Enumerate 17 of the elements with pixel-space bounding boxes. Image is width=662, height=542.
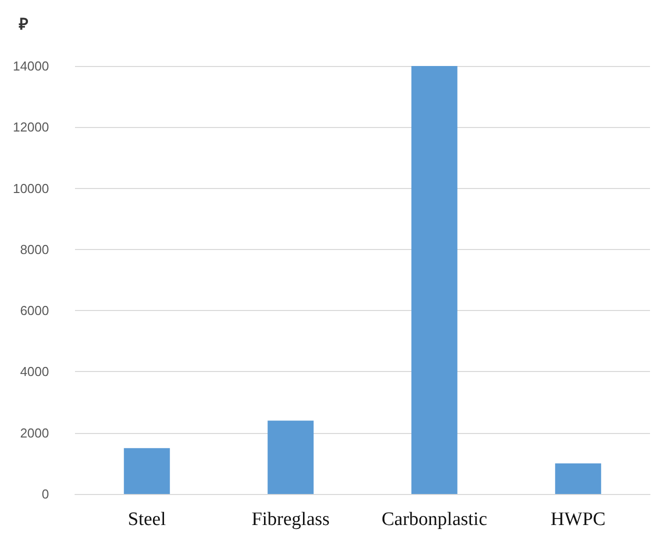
bar xyxy=(124,448,170,494)
x-tick-label: Fibreglass xyxy=(252,509,330,530)
y-tick-label: 12000 xyxy=(12,120,49,135)
y-tick-label: 10000 xyxy=(12,180,49,196)
y-tick-label: 14000 xyxy=(12,58,49,74)
x-tick-label: Steel xyxy=(128,509,166,530)
y-axis-title: ₽ xyxy=(18,16,28,34)
bar xyxy=(555,463,602,494)
y-tick-label: 0 xyxy=(42,486,49,502)
x-tick-label: HWPC xyxy=(550,509,606,530)
bar xyxy=(411,66,458,494)
y-tick-label: 2000 xyxy=(20,425,49,440)
x-tick-label: Carbonplastic xyxy=(382,509,488,530)
y-tick-label: 4000 xyxy=(20,364,49,380)
bar xyxy=(268,420,314,494)
y-tick-label: 6000 xyxy=(20,303,49,318)
y-tick-label: 8000 xyxy=(20,242,49,257)
